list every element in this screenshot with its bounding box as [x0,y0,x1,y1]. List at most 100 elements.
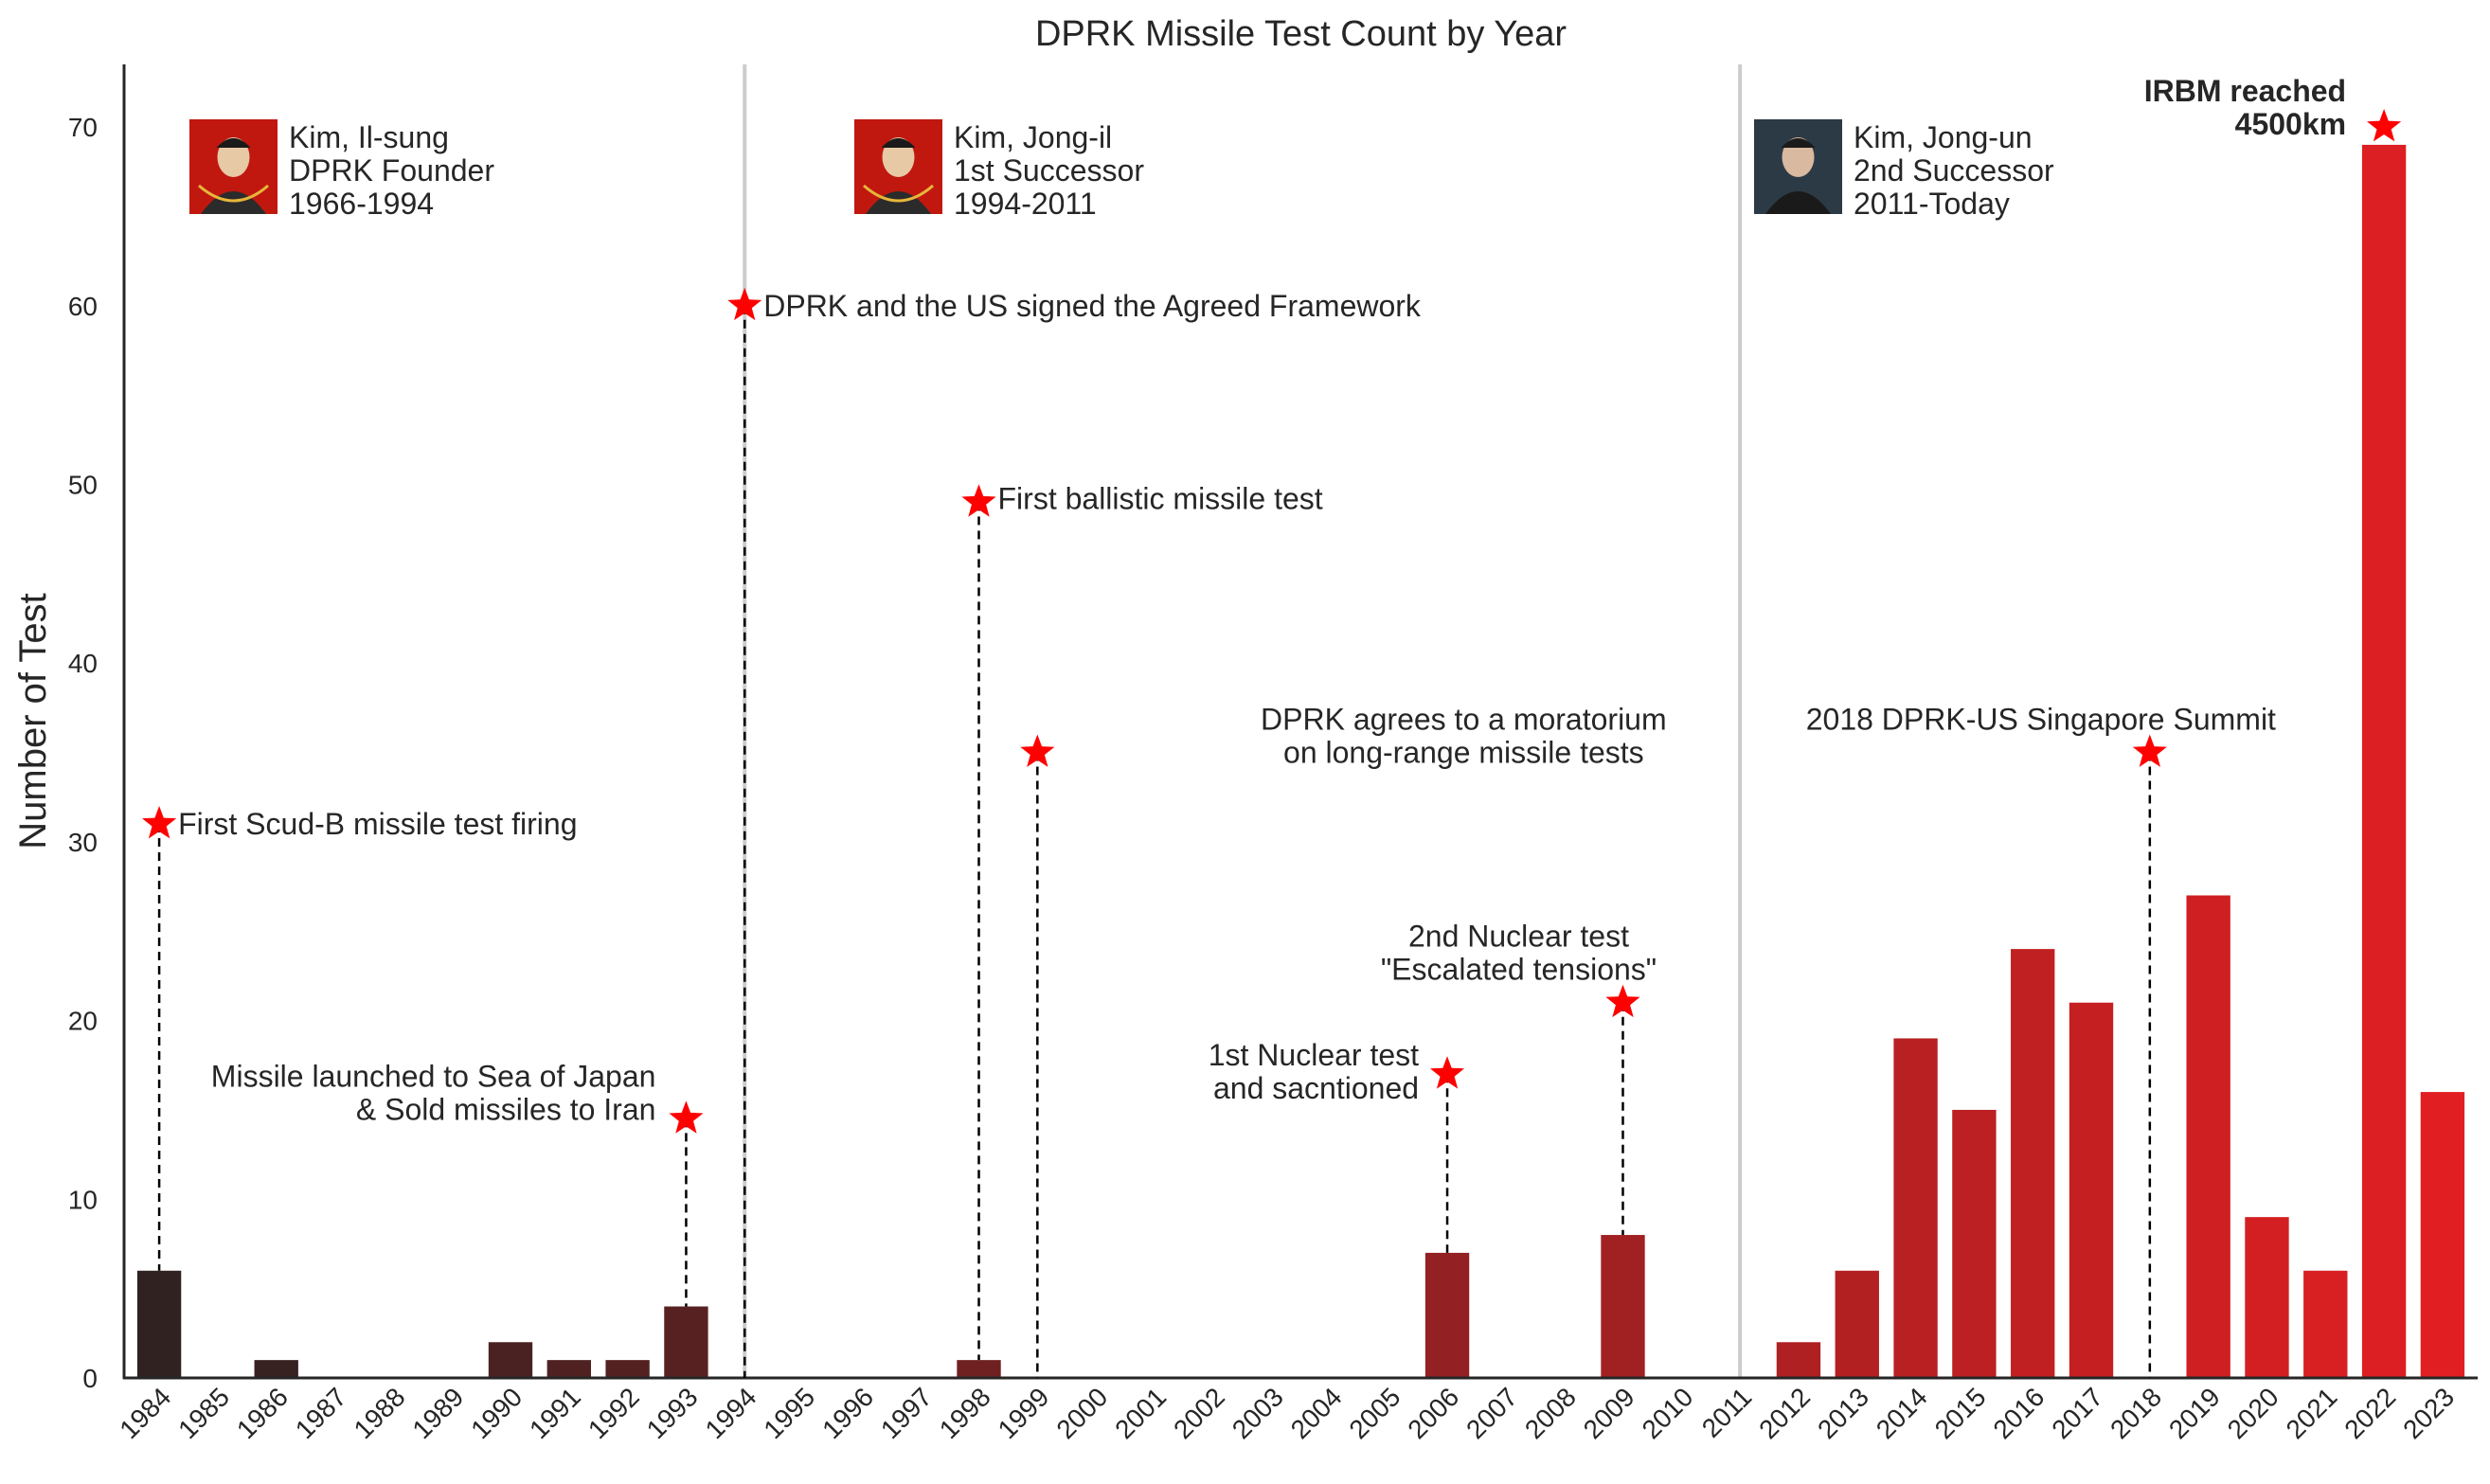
axes: 0102030405060701984198519861987198819891… [68,64,2478,1444]
y-tick-label: 40 [68,649,98,678]
annotation-text-1993: & Sold missiles to Iran [356,1092,656,1126]
bar-1986 [254,1360,298,1378]
x-tick-label: 1995 [758,1382,820,1444]
star-marker-2022 [2367,109,2402,142]
chart-title: DPRK Missile Test Count by Year [1035,14,1567,54]
bar-2022 [2361,144,2407,1379]
y-tick-label: 20 [68,1007,98,1036]
bar-2021 [2303,1270,2348,1378]
annotations: First Scud-B missile test firing Missile … [142,74,2402,1378]
x-tick-label: 2003 [1227,1382,1289,1444]
bar-1991 [546,1360,591,1378]
x-tick-label: 2017 [2046,1382,2108,1444]
x-tick-label: 1996 [816,1382,879,1444]
x-tick-label: 2000 [1050,1382,1113,1444]
annotation-text-2006: and sacntioned [1213,1071,1419,1105]
x-tick-label: 2012 [1753,1382,1816,1444]
annotation-text-1999: on long-range missile tests [1283,736,1644,770]
x-tick-label: 2007 [1460,1382,1523,1444]
x-tick-label: 2004 [1285,1382,1348,1444]
leader-name: Kim, Il-sung [289,120,449,154]
x-tick-label: 2009 [1578,1382,1640,1444]
star-marker-1998 [961,484,996,517]
x-tick-label: 1989 [406,1382,469,1444]
x-tick-label: 2023 [2397,1382,2460,1444]
x-tick-label: 2010 [1637,1382,1699,1444]
hair-shape [881,138,916,148]
star-marker-2006 [1430,1056,1465,1089]
x-tick-label: 2013 [1812,1382,1874,1444]
bar-2016 [2011,949,2055,1378]
x-tick-label: 1985 [172,1382,235,1444]
x-tick-label: 2015 [1929,1382,1992,1444]
wreath-shape [863,184,934,203]
annotation-text-1999: DPRK agrees to a moratorium [1261,703,1667,737]
bar-1990 [488,1342,533,1378]
bar-2020 [2245,1217,2289,1378]
annotation-text-2022: 4500km [2235,107,2346,141]
leader-name: Kim, Jong-un [1854,120,2033,154]
leader-role: 1st Successor [954,153,1144,188]
x-tick-label: 1999 [993,1382,1055,1444]
x-tick-label: 2008 [1519,1382,1582,1444]
annotation-text-2018: 2018 DPRK-US Singapore Summit [1806,703,2276,737]
annotation-text-1993: Missile launched to Sea of Japan [211,1059,656,1093]
y-tick-label: 30 [68,828,98,857]
y-tick-label: 0 [82,1364,98,1393]
star-marker-2018 [2132,734,2167,767]
star-marker-1999 [1020,734,1055,767]
x-tick-label: 2014 [1871,1382,1933,1444]
bar-2012 [1776,1342,1821,1378]
wreath-shape [198,184,269,203]
bars [136,144,2465,1379]
x-tick-label: 2011 [1696,1382,1758,1443]
leader-years: 2011-Today [1854,187,2010,221]
x-tick-label: 2022 [2338,1382,2401,1444]
star-marker-2009 [1605,984,1640,1018]
hair-shape [216,138,251,148]
x-tick-label: 1990 [465,1382,528,1444]
x-tick-label: 1994 [700,1382,762,1444]
star-marker-1984 [142,806,177,839]
x-tick-label: 2019 [2163,1382,2226,1444]
y-tick-label: 60 [68,292,98,321]
star-marker-1993 [669,1100,704,1134]
bar-1984 [136,1270,182,1378]
bar-2006 [1424,1252,1470,1378]
bar-2015 [1952,1109,1997,1378]
x-tick-label: 1984 [114,1382,176,1444]
x-tick-label: 2005 [1343,1382,1406,1444]
x-tick-label: 2006 [1402,1382,1464,1444]
y-tick-label: 10 [68,1185,98,1214]
annotation-text-2022: IRBM reached [2144,74,2346,108]
x-tick-label: 2016 [1987,1382,2050,1444]
annotation-text-2009: 2nd Nuclear test [1408,920,1629,954]
bar-1992 [605,1360,650,1378]
leader-role: 2nd Successor [1854,153,2054,188]
x-tick-label: 2002 [1168,1382,1230,1444]
bar-1993 [664,1306,708,1378]
bar-2009 [1601,1235,1645,1378]
leader-name: Kim, Jong-il [954,120,1112,154]
x-tick-label: 2018 [2105,1382,2167,1444]
x-tick-label: 1997 [875,1382,938,1444]
leader-role: DPRK Founder [289,153,494,188]
suit-shape [1765,191,1831,214]
bar-2017 [2069,1002,2114,1378]
y-tick-label: 70 [68,113,98,142]
x-tick-label: 1993 [641,1382,704,1444]
x-tick-label: 1986 [231,1382,294,1444]
star-marker-1994 [727,287,762,321]
x-tick-label: 1992 [582,1382,645,1444]
x-tick-label: 1998 [934,1382,996,1444]
bar-1998 [957,1360,1001,1378]
x-tick-label: 2001 [1109,1382,1172,1444]
x-tick-label: 2021 [2281,1382,2343,1444]
annotation-text-2006: 1st Nuclear test [1209,1038,1419,1072]
bar-2023 [2420,1092,2465,1378]
